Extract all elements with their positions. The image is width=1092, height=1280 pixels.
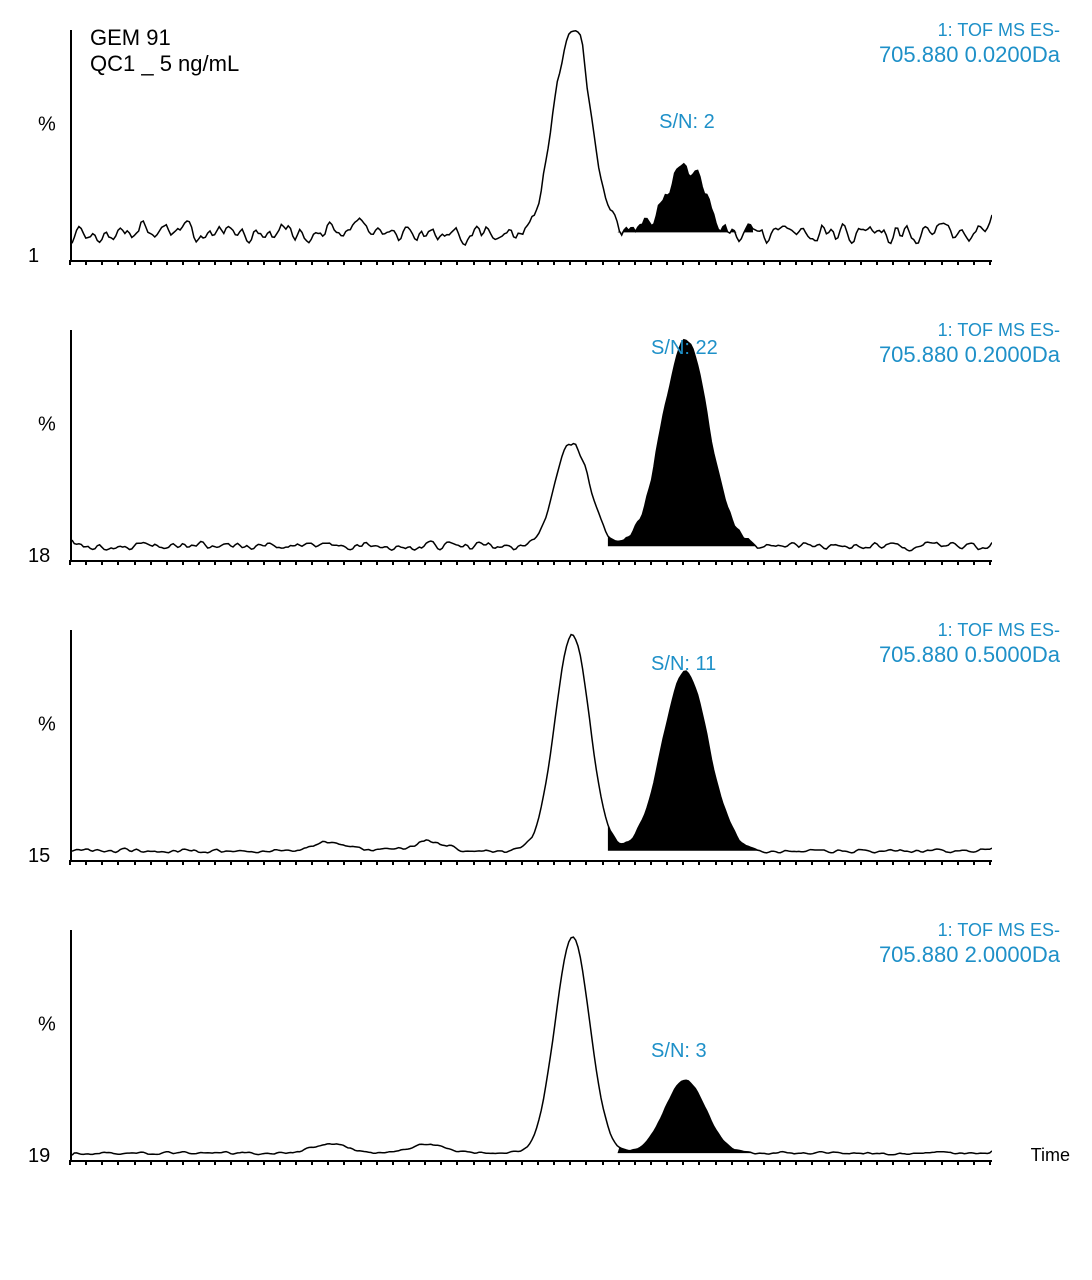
chromatogram-trace xyxy=(72,930,992,1160)
signal-noise-label: S/N: 3 xyxy=(651,1040,707,1063)
sample-name: GEM 91 xyxy=(90,25,239,51)
mass-window-label: 705.880 2.0000Da xyxy=(879,942,1060,968)
mass-window-label: 705.880 0.5000Da xyxy=(879,642,1060,668)
scan-mode-label: 1: TOF MS ES- xyxy=(938,320,1060,341)
scan-mode-label: 1: TOF MS ES- xyxy=(938,920,1060,941)
chromatogram-trace xyxy=(72,630,992,860)
chromatogram-panel: %11: TOF MS ES-705.880 0.0200DaS/N: 2GEM… xyxy=(20,20,1020,300)
chromatogram-panel: %191: TOF MS ES-705.880 2.0000DaS/N: 3Ti… xyxy=(20,920,1020,1200)
signal-noise-label: S/N: 22 xyxy=(651,337,718,360)
x-axis-ticks xyxy=(70,860,990,890)
x-axis-ticks xyxy=(70,1160,990,1190)
y-axis-min-value: 1 xyxy=(28,245,39,268)
signal-noise-label: S/N: 11 xyxy=(651,653,716,676)
x-axis-label: Time xyxy=(1031,1145,1070,1166)
mass-window-label: 705.880 0.2000Da xyxy=(879,342,1060,368)
chromatogram-panel: %151: TOF MS ES-705.880 0.5000DaS/N: 11 xyxy=(20,620,1020,900)
y-axis-label: % xyxy=(38,714,56,737)
plot-area xyxy=(70,630,992,862)
sample-title: GEM 91QC1 _ 5 ng/mL xyxy=(90,25,239,77)
mass-window-label: 705.880 0.0200Da xyxy=(879,42,1060,68)
y-axis-min-value: 19 xyxy=(28,1145,50,1168)
plot-area xyxy=(70,330,992,562)
y-axis-min-value: 18 xyxy=(28,545,50,568)
y-axis-min-value: 15 xyxy=(28,845,50,868)
y-axis-label: % xyxy=(38,414,56,437)
scan-mode-label: 1: TOF MS ES- xyxy=(938,20,1060,41)
scan-mode-label: 1: TOF MS ES- xyxy=(938,620,1060,641)
y-axis-label: % xyxy=(38,1014,56,1037)
x-axis-ticks xyxy=(70,560,990,590)
y-axis-label: % xyxy=(38,114,56,137)
chromatogram-panel: %181: TOF MS ES-705.880 0.2000DaS/N: 22 xyxy=(20,320,1020,600)
chromatogram-trace xyxy=(72,330,992,560)
signal-noise-label: S/N: 2 xyxy=(659,111,715,134)
sample-concentration: QC1 _ 5 ng/mL xyxy=(90,51,239,77)
x-axis-ticks xyxy=(70,260,990,290)
plot-area xyxy=(70,930,992,1162)
